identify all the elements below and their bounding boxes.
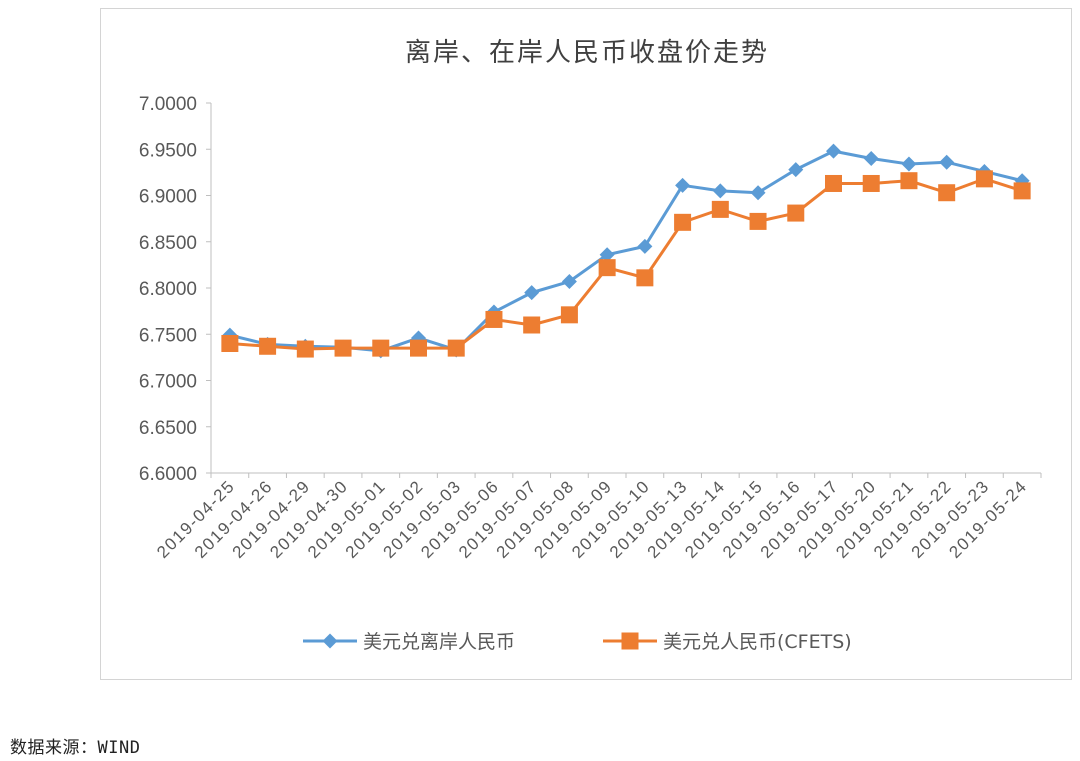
legend-label: 美元兑离岸人民币	[363, 631, 515, 653]
source-note: 数据来源：WIND	[10, 733, 140, 758]
data-point	[334, 339, 352, 357]
data-point	[862, 174, 880, 192]
legend-label: 美元兑人民币(CFETS)	[663, 631, 852, 653]
data-point	[221, 335, 239, 352]
series-line	[229, 177, 1023, 351]
data-point	[523, 316, 541, 334]
data-point	[749, 212, 767, 230]
series-2	[221, 170, 1031, 358]
data-point	[788, 162, 804, 178]
data-point	[598, 259, 616, 277]
legend-marker	[621, 632, 639, 650]
y-tick-label: 6.7500	[139, 325, 197, 346]
data-point	[599, 247, 615, 263]
legend-item: 美元兑人民币(CFETS)	[603, 631, 852, 653]
data-point	[712, 183, 728, 199]
y-tick-label: 6.7000	[139, 372, 197, 393]
y-tick-label: 6.8000	[139, 279, 197, 300]
chart-title: 离岸、在岸人民币收盘价走势	[405, 38, 769, 68]
y-tick-label: 6.6500	[139, 418, 197, 439]
data-point	[863, 151, 879, 166]
chart-frame: 离岸、在岸人民币收盘价走势 7.0000 6.9500 6.9000 6.8500 6.…	[100, 8, 1072, 680]
data-point	[938, 184, 956, 202]
data-point	[675, 177, 691, 193]
legend: 美元兑离岸人民币 美元兑人民币(CFETS)	[303, 631, 852, 653]
y-axis-tick-labels: 7.0000 6.9500 6.9000 6.8500 6.8000 6.7500 6.70…	[139, 94, 197, 485]
data-point	[560, 306, 578, 324]
data-point	[939, 154, 955, 170]
series-lines	[221, 143, 1031, 359]
data-point	[975, 170, 993, 188]
y-tick-label: 6.9500	[139, 140, 197, 161]
source-label: 数据来源：	[10, 738, 98, 758]
data-point	[826, 143, 841, 159]
data-point	[750, 185, 766, 201]
data-point	[901, 156, 917, 172]
data-point	[296, 340, 314, 358]
data-point	[410, 339, 427, 357]
legend-marker	[322, 633, 338, 649]
data-point	[372, 339, 390, 357]
data-point	[447, 339, 465, 357]
data-point	[787, 204, 805, 222]
data-point	[711, 200, 729, 218]
y-tick-label: 6.6000	[139, 464, 197, 485]
data-point	[259, 337, 277, 355]
data-point	[561, 274, 577, 290]
line-chart: 离岸、在岸人民币收盘价走势 7.0000 6.9500 6.9000 6.8500 6.…	[139, 38, 1042, 653]
legend-item: 美元兑离岸人民币	[303, 631, 515, 653]
data-point	[636, 269, 654, 287]
source-value: WIND	[97, 738, 141, 758]
y-tick-label: 6.9000	[139, 187, 197, 208]
data-point	[1013, 182, 1031, 200]
axes	[206, 102, 1042, 478]
y-tick-label: 7.0000	[139, 94, 197, 115]
data-point	[485, 310, 503, 328]
data-point	[900, 172, 918, 190]
data-point	[825, 174, 842, 192]
data-point	[524, 285, 540, 301]
data-point	[674, 213, 692, 231]
y-tick-label: 6.8500	[139, 233, 197, 254]
data-point	[637, 238, 653, 254]
x-axis-tick-labels: 2019-04-252019-04-262019-04-292019-04-30…	[153, 476, 1031, 562]
